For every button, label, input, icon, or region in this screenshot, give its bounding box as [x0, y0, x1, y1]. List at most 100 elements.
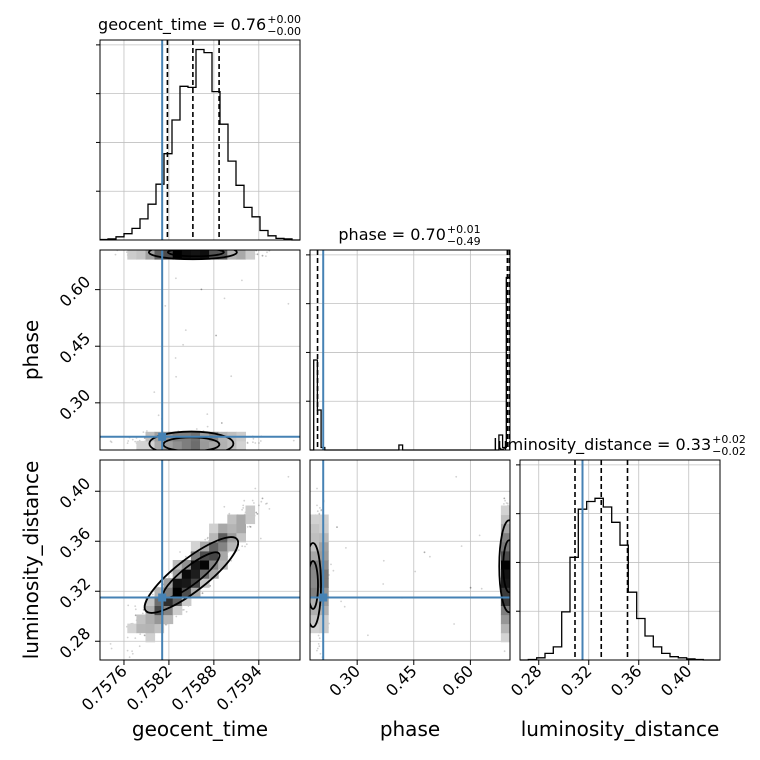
sample-point	[241, 545, 244, 548]
contour-outer	[148, 430, 235, 450]
truth-marker	[319, 593, 328, 602]
density-cell	[209, 532, 219, 543]
density-cell	[310, 605, 320, 616]
density-cell	[310, 578, 320, 588]
contour-outer	[498, 519, 510, 614]
x-axis-label-phase: phase	[380, 717, 440, 741]
sample-point	[246, 442, 249, 444]
density-cell	[190, 250, 201, 260]
y-axis-label-phase: phase	[19, 320, 43, 380]
sample-point	[382, 583, 385, 585]
density-cell	[310, 623, 320, 634]
x-axis-label-luminosity_distance: luminosity_distance	[521, 717, 720, 741]
sample-point	[246, 526, 249, 528]
sample-point	[175, 277, 177, 280]
density-cell	[500, 632, 510, 643]
sample-point	[182, 343, 185, 346]
x-tick-label-geocent_time: 0.7576	[78, 661, 131, 714]
y-tick-label-luminosity_distance: 0.32	[56, 574, 95, 613]
sample-point	[251, 499, 254, 502]
sample-point	[265, 503, 267, 505]
density-cell	[154, 605, 165, 616]
sample-point	[200, 288, 203, 291]
sample-point	[230, 559, 233, 562]
sample-point	[195, 428, 198, 430]
density-cell	[163, 440, 174, 450]
y-tick-label-luminosity_distance: 0.36	[56, 524, 95, 563]
scatter-panel-phase-vs-luminosity_distance	[309, 458, 511, 673]
density-cell	[200, 569, 210, 579]
sample-point	[319, 458, 321, 460]
sample-point	[469, 586, 472, 589]
scatter-content	[310, 458, 510, 673]
sample-point	[478, 534, 481, 537]
sample-point	[206, 537, 209, 540]
x-tick-label-luminosity_distance: 0.28	[507, 661, 546, 700]
sample-point	[505, 671, 507, 673]
sample-point	[503, 650, 506, 653]
sample-point	[453, 623, 455, 625]
title-lower-error: −0.02	[712, 445, 746, 458]
sample-point	[316, 504, 318, 507]
density-cell	[500, 614, 510, 625]
density-cell	[500, 587, 510, 597]
sample-point	[127, 440, 130, 442]
sample-point	[287, 302, 290, 305]
sample-point	[340, 600, 342, 603]
sample-point	[179, 551, 181, 553]
sample-point	[287, 475, 290, 478]
sample-point	[259, 440, 262, 442]
sample-point	[505, 502, 508, 504]
density-cell	[310, 560, 320, 570]
density-cell	[218, 550, 228, 561]
density-cell	[200, 250, 210, 260]
density-cell	[136, 440, 146, 450]
sample-point	[134, 614, 137, 617]
density-cell	[163, 250, 174, 260]
density-cell	[310, 523, 320, 534]
sample-point	[249, 526, 252, 528]
sample-point	[184, 555, 187, 558]
sample-point	[201, 592, 204, 595]
sample-point	[245, 543, 248, 546]
sample-point	[204, 538, 207, 541]
density-cell	[163, 614, 174, 625]
x-tick-label-geocent_time: 0.7582	[123, 661, 176, 714]
sample-point	[114, 253, 117, 256]
sample-point	[423, 551, 426, 554]
density-cell	[127, 250, 137, 260]
density-cell	[218, 560, 228, 570]
density-cell	[500, 523, 510, 534]
panel-frame	[99, 459, 301, 661]
x-tick-label-luminosity_distance: 0.36	[607, 661, 646, 700]
sample-point	[320, 509, 323, 512]
sample-point	[248, 525, 251, 528]
sample-point	[223, 505, 226, 508]
density-cell	[245, 250, 256, 260]
density-cell	[145, 596, 156, 606]
sample-point	[141, 612, 144, 615]
sample-point	[317, 634, 320, 637]
sample-point	[243, 499, 246, 502]
density-cell	[136, 614, 146, 625]
sample-point	[242, 507, 245, 509]
density-cell	[172, 587, 183, 597]
y-tick-label-phase: 0.30	[56, 385, 95, 424]
sample-point	[469, 586, 472, 589]
sample-point	[316, 510, 319, 513]
density-cell	[236, 514, 246, 525]
sample-point	[134, 614, 137, 617]
sample-point	[316, 647, 319, 650]
sample-point	[382, 559, 385, 562]
sample-point	[503, 497, 506, 500]
contour-outer	[310, 542, 322, 628]
sample-point	[134, 637, 137, 639]
sample-point	[126, 649, 129, 652]
density-cell	[500, 569, 510, 579]
y-tick-label-luminosity_distance: 0.28	[56, 624, 95, 663]
sample-point	[110, 441, 113, 444]
title-main: phase = 0.70	[338, 225, 445, 244]
sample-point	[146, 430, 148, 432]
sample-point	[209, 585, 212, 587]
